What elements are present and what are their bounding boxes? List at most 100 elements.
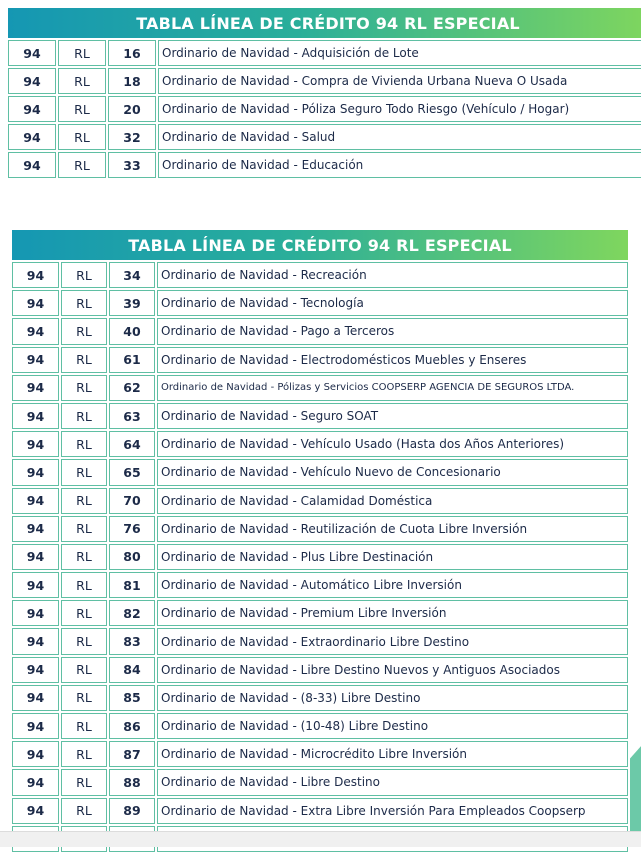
subline-code-cell: 76 (109, 515, 155, 542)
line-type-cell: RL (61, 543, 107, 571)
line-type-cell: RL (58, 40, 106, 66)
subline-code-cell: 40 (109, 318, 155, 345)
line-code-cell: 94 (12, 600, 59, 627)
line-type-cell: RL (61, 684, 107, 711)
subline-code-cell: 85 (109, 684, 155, 711)
line-code-cell: 94 (12, 684, 59, 711)
line-type-cell: RL (61, 572, 107, 599)
table-row: 94 RL 80 Ordinario de Navidad - Plus Libre … (12, 543, 628, 571)
table-row: 94 RL 86 Ordinario de Navidad - (10-48) Lib… (12, 713, 628, 740)
description-cell: Ordinario de Navidad - Educación (158, 152, 641, 178)
subline-code-cell: 84 (109, 656, 155, 683)
line-type-cell: RL (58, 152, 106, 178)
table-row: 94 RL 64 Ordinario de Navidad - Vehículo Us… (12, 431, 628, 458)
line-type-cell: RL (58, 96, 106, 122)
table-row: 94 RL 62 Ordinario de Navidad - Pólizas y S… (12, 374, 628, 401)
line-type-cell: RL (61, 318, 107, 345)
line-code-cell: 94 (12, 515, 59, 542)
subline-code-cell: 70 (109, 487, 155, 514)
table-row: 94 RL 61 Ordinario de Navidad - Electrodomé… (12, 346, 628, 373)
line-code-cell: 94 (12, 262, 59, 289)
line-code-cell: 94 (12, 431, 59, 458)
subline-code-cell: 61 (109, 346, 155, 373)
table-row: 94 RL 89 Ordinario de Navidad - Extra Libre… (12, 797, 628, 824)
line-type-cell: RL (61, 346, 107, 373)
credit-line-table-1: TABLA LÍNEA DE CRÉDITO 94 RL ESPECIAL 94… (8, 8, 641, 178)
table-row: 94 RL 88 Ordinario de Navidad - Libre Desti… (12, 769, 628, 796)
line-code-cell: 94 (8, 40, 56, 66)
subline-code-cell: 65 (109, 459, 155, 486)
line-type-cell: RL (61, 515, 107, 542)
line-code-cell: 94 (12, 318, 59, 345)
description-cell: Ordinario de Navidad - Libre Destino (157, 769, 628, 796)
line-code-cell: 94 (8, 124, 56, 150)
description-cell: Ordinario de Navidad - Pólizas y Servici… (157, 374, 628, 401)
line-type-cell: RL (61, 797, 107, 824)
subline-code-cell: 81 (109, 572, 155, 599)
description-cell: Ordinario de Navidad - Recreación (157, 262, 628, 289)
line-code-cell: 94 (12, 656, 59, 683)
description-cell: Ordinario de Navidad - Reutilización de … (157, 515, 628, 542)
description-cell: Ordinario de Navidad - Calamidad Domésti… (157, 487, 628, 514)
line-code-cell: 94 (12, 346, 59, 373)
table-row: 94 RL 70 Ordinario de Navidad - Calamidad D… (12, 487, 628, 514)
table-row: 94 RL 18 Ordinario de Navidad - Compra de V… (8, 68, 641, 94)
description-cell: Ordinario de Navidad - Salud (158, 124, 641, 150)
subline-code-cell: 83 (109, 628, 155, 655)
description-cell: Ordinario de Navidad - Compra de Viviend… (158, 68, 641, 94)
line-code-cell: 94 (12, 628, 59, 655)
line-type-cell: RL (58, 124, 106, 150)
line-code-cell: 94 (12, 572, 59, 599)
table-row: 94 RL 82 Ordinario de Navidad - Premium Lib… (12, 600, 628, 627)
table-row: 94 RL 32 Ordinario de Navidad - Salud (8, 124, 641, 150)
description-cell: Ordinario de Navidad - Adquisición de Lo… (158, 40, 641, 66)
table-row: 94 RL 20 Ordinario de Navidad - Póliza Segu… (8, 96, 641, 122)
bottom-bar (0, 831, 641, 847)
line-type-cell: RL (61, 741, 107, 768)
subline-code-cell: 33 (108, 152, 156, 178)
subline-code-cell: 82 (109, 600, 155, 627)
subline-code-cell: 16 (108, 40, 156, 66)
table-row: 94 RL 81 Ordinario de Navidad - Automático … (12, 572, 628, 599)
decorative-shape (630, 745, 641, 835)
line-type-cell: RL (61, 459, 107, 486)
description-cell: Ordinario de Navidad - Extra Libre Inver… (157, 797, 628, 824)
subline-code-cell: 80 (109, 543, 155, 571)
subline-code-cell: 34 (109, 262, 155, 289)
line-type-cell: RL (61, 628, 107, 655)
line-type-cell: RL (61, 262, 107, 289)
line-code-cell: 94 (8, 152, 56, 178)
description-cell: Ordinario de Navidad - Automático Libre … (157, 572, 628, 599)
line-code-cell: 94 (12, 459, 59, 486)
table-row: 94 RL 40 Ordinario de Navidad - Pago a Terc… (12, 318, 628, 345)
description-cell: Ordinario de Navidad - Póliza Seguro Tod… (158, 96, 641, 122)
table-row: 94 RL 16 Ordinario de Navidad - Adquisición… (8, 40, 641, 66)
line-type-cell: RL (61, 656, 107, 683)
description-cell: Ordinario de Navidad - Vehículo Usado (H… (157, 431, 628, 458)
line-code-cell: 94 (8, 96, 56, 122)
description-cell: Ordinario de Navidad - Vehículo Nuevo de… (157, 459, 628, 486)
line-code-cell: 94 (12, 769, 59, 796)
line-type-cell: RL (61, 487, 107, 514)
line-code-cell: 94 (12, 402, 59, 430)
subline-code-cell: 62 (109, 374, 155, 401)
line-code-cell: 94 (12, 713, 59, 740)
credit-line-table-2: TABLA LÍNEA DE CRÉDITO 94 RL ESPECIAL 94… (12, 230, 628, 852)
line-type-cell: RL (61, 290, 107, 317)
table-row: 94 RL 33 Ordinario de Navidad - Educación (8, 152, 641, 178)
line-code-cell: 94 (12, 487, 59, 514)
table-row: 94 RL 85 Ordinario de Navidad - (8-33) Libr… (12, 684, 628, 711)
subline-code-cell: 63 (109, 402, 155, 430)
table-row: 94 RL 65 Ordinario de Navidad - Vehículo Nu… (12, 459, 628, 486)
subline-code-cell: 87 (109, 741, 155, 768)
line-code-cell: 94 (12, 290, 59, 317)
table-row: 94 RL 83 Ordinario de Navidad - Extraordina… (12, 628, 628, 655)
line-type-cell: RL (58, 68, 106, 94)
description-cell: Ordinario de Navidad - Pago a Terceros (157, 318, 628, 345)
line-code-cell: 94 (12, 741, 59, 768)
table-row: 94 RL 34 Ordinario de Navidad - Recreación (12, 262, 628, 289)
description-cell: Ordinario de Navidad - Premium Libre Inv… (157, 600, 628, 627)
subline-code-cell: 86 (109, 713, 155, 740)
line-code-cell: 94 (8, 68, 56, 94)
description-cell: Ordinario de Navidad - Electrodomésticos… (157, 346, 628, 373)
